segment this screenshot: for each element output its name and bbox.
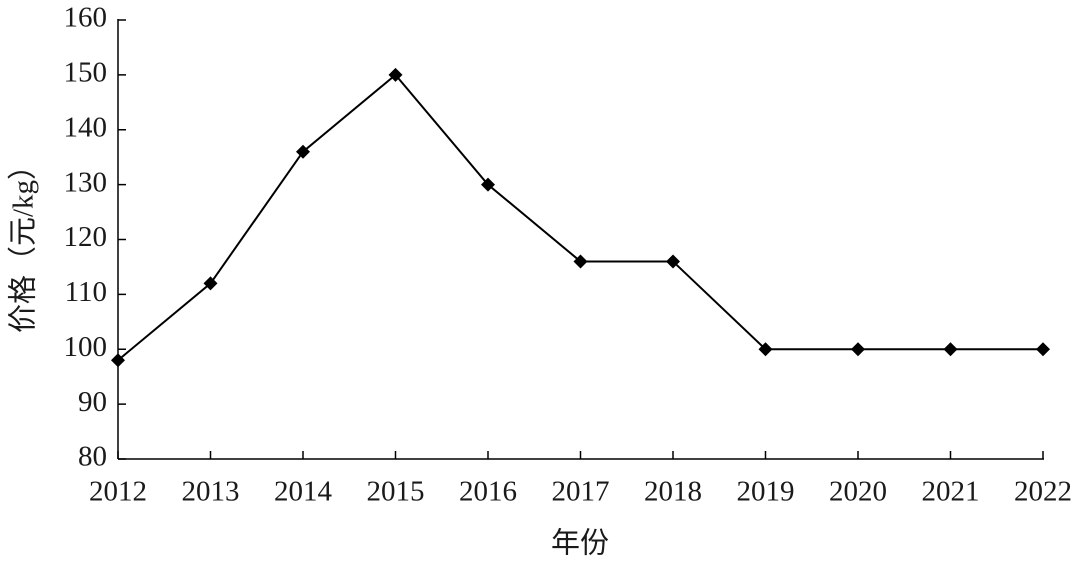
line bbox=[117, 73, 1043, 361]
x-tick-label: 2017 bbox=[552, 476, 610, 508]
y-axis-label: 价格（元/kg） bbox=[7, 151, 40, 333]
marker bbox=[758, 342, 773, 357]
marker bbox=[296, 144, 310, 159]
marker bbox=[573, 254, 588, 269]
y-tick-label: 90 bbox=[78, 386, 107, 418]
marker bbox=[203, 276, 218, 291]
x-tick-label: 2019 bbox=[737, 476, 795, 508]
x-tick-label: 2015 bbox=[367, 476, 425, 508]
marker bbox=[666, 254, 680, 269]
marker bbox=[943, 342, 958, 357]
marker bbox=[481, 177, 495, 192]
x-tick-label: 2022 bbox=[1014, 476, 1072, 508]
x-tick-label: 2021 bbox=[922, 476, 980, 508]
y-tick-label: 150 bbox=[64, 57, 108, 89]
x-tick-label: 2013 bbox=[182, 476, 240, 508]
marker bbox=[851, 342, 865, 357]
y-tick-label: 160 bbox=[64, 2, 108, 34]
y-tick-label: 120 bbox=[64, 221, 108, 253]
x-tick-label: 2020 bbox=[829, 476, 887, 508]
y-tick-label: 110 bbox=[65, 276, 107, 308]
x-axis-label: 年份 bbox=[551, 527, 609, 560]
marker bbox=[111, 353, 125, 368]
x-tick-label: 2012 bbox=[89, 476, 147, 508]
y-tick-label: 130 bbox=[64, 166, 108, 198]
y-tick-label: 100 bbox=[64, 331, 108, 363]
y-tick-label: 140 bbox=[64, 111, 108, 143]
x-tick-label: 2018 bbox=[644, 476, 702, 508]
x-tick-label: 2016 bbox=[459, 476, 517, 508]
marker bbox=[1036, 342, 1050, 357]
y-tick-label: 80 bbox=[78, 441, 107, 473]
x-tick-label: 2014 bbox=[274, 476, 333, 508]
marker bbox=[388, 67, 403, 82]
